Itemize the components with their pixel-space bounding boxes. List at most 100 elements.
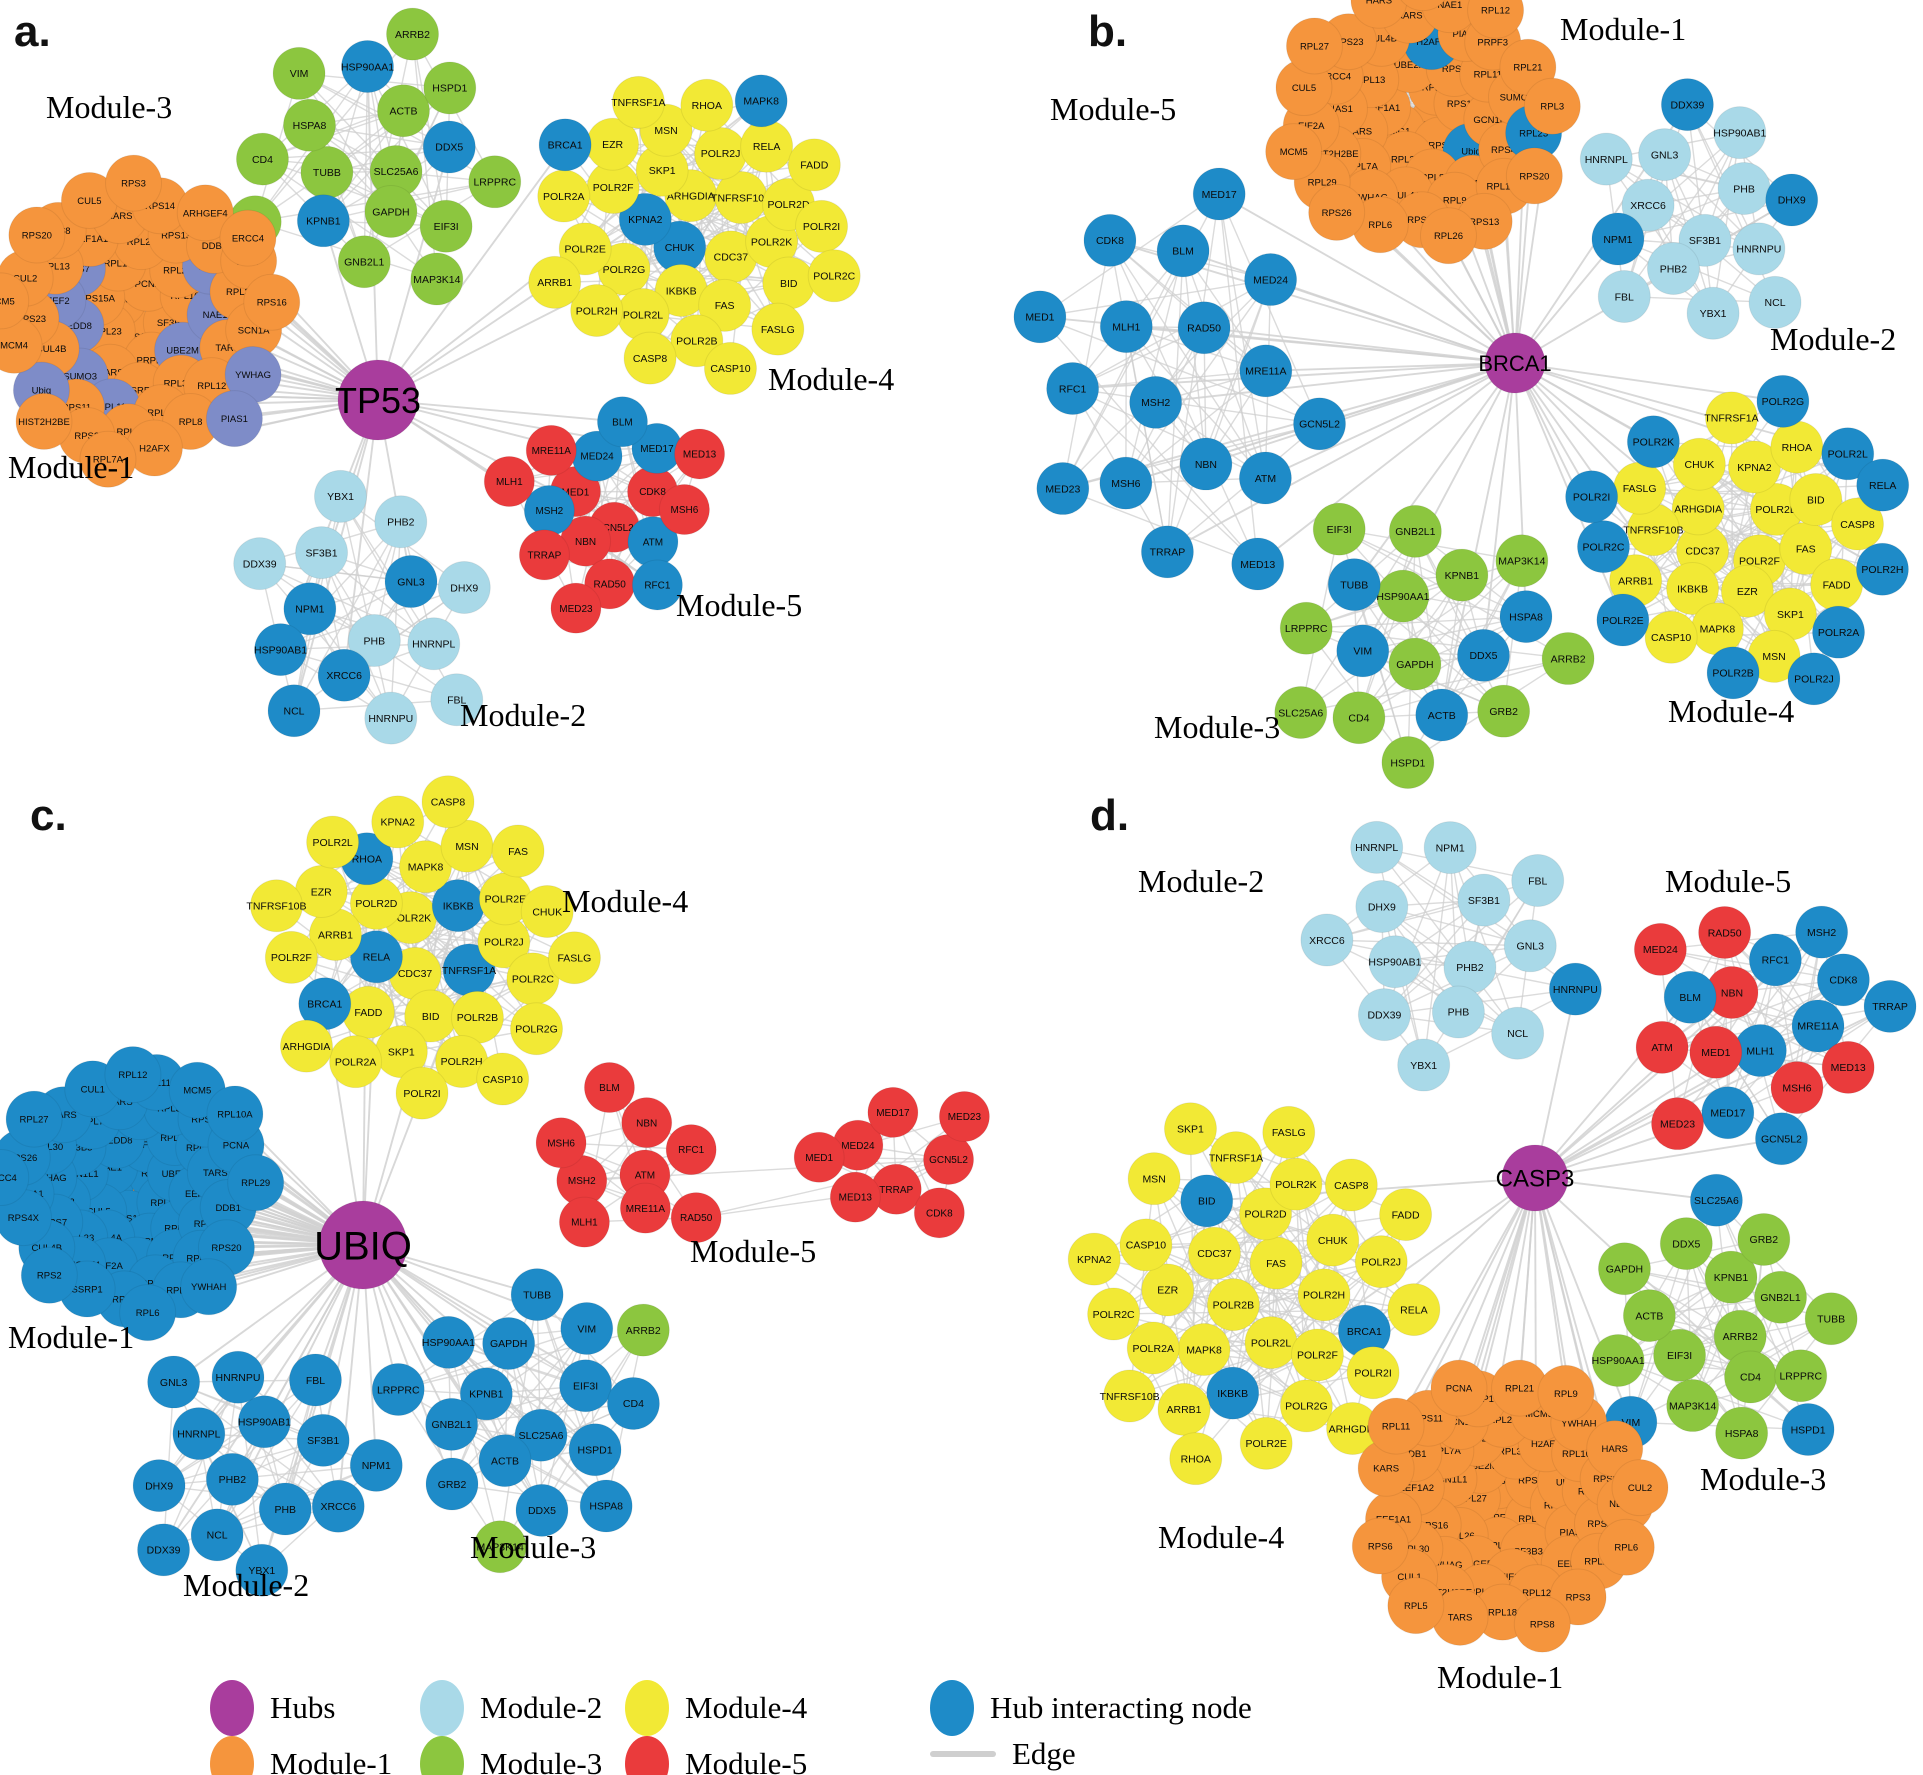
node-CD4 (1724, 1350, 1778, 1404)
node-CHUK (1306, 1213, 1360, 1267)
node-MLH1 (1099, 300, 1153, 354)
node-HSPD1 (423, 61, 477, 115)
node-GAPDH (1388, 637, 1442, 691)
node-ARRB1 (528, 255, 582, 309)
node-NPM1 (1591, 212, 1645, 266)
node-PHB2 (1646, 242, 1700, 296)
edge (623, 268, 789, 284)
node-RPS7 (1400, 0, 1446, 12)
node-DDX5 (422, 120, 476, 174)
node-MED17 (1192, 167, 1246, 221)
node-EZR (1720, 564, 1774, 618)
hub-edge (1166, 362, 1516, 553)
node-GNL3 (1638, 128, 1692, 182)
node-RAD50 (1177, 301, 1231, 355)
node-POLR2I (395, 1066, 449, 1120)
node-FAS (1249, 1236, 1303, 1290)
node-PIAS1 (205, 390, 263, 448)
node-PHB2 (205, 1452, 259, 1506)
node-RAD50 (670, 1192, 722, 1244)
node-ACTB (478, 1434, 532, 1488)
node-TRRAP (1863, 979, 1917, 1033)
edge (1306, 615, 1527, 629)
hub-edge (1155, 362, 1516, 404)
node-RPS20 (8, 206, 66, 264)
node-XRCC6 (317, 648, 371, 702)
node-GAPDH (1597, 1242, 1651, 1296)
node-NCL (1748, 275, 1802, 329)
node-IKBKB (1206, 1366, 1260, 1420)
color-swatch-hub (210, 1680, 254, 1736)
node-FAS (491, 824, 545, 878)
node-ARHGDIA (279, 1019, 333, 1073)
node-POLR2E (558, 222, 612, 276)
node-GNB2L1 (1754, 1270, 1808, 1324)
node-GCN5L2 (1754, 1112, 1808, 1166)
node-SKP1 (1163, 1102, 1217, 1156)
node-TUBB (510, 1268, 564, 1322)
node-ARHGEF4 (176, 184, 234, 242)
node-NCL (190, 1508, 244, 1562)
edge (1062, 487, 1258, 565)
node-RPL29 (227, 1154, 285, 1212)
hub-label-UBIQ: UBIQ (314, 1224, 412, 1268)
node-CASP10 (476, 1052, 530, 1106)
node-RPL9 (1537, 1364, 1595, 1422)
node-POLR2C (1087, 1287, 1141, 1341)
node-CDK8 (1816, 953, 1870, 1007)
node-BID (1789, 473, 1843, 527)
node-DHX9 (437, 561, 491, 615)
legend-item-module-2: Module-2 (420, 1680, 602, 1736)
edge (1166, 279, 1272, 553)
node-HNRNPU (1732, 222, 1786, 276)
node-DDX39 (1357, 988, 1411, 1042)
node-RFC1 (665, 1124, 717, 1176)
node-MSN (1127, 1152, 1181, 1206)
node-MED23 (1651, 1097, 1705, 1151)
node-ARRB2 (386, 7, 440, 61)
node-GRB2 (425, 1457, 479, 1511)
node-MLH1 (483, 455, 535, 507)
node-DDX5 (515, 1483, 569, 1537)
node-MAP3K14 (1666, 1379, 1720, 1433)
module-label-b-m1: Module-1 (1560, 11, 1686, 47)
node-POLR2H (1855, 542, 1909, 596)
color-swatch-m5 (625, 1736, 669, 1775)
edge (1685, 1243, 1802, 1377)
edge (1129, 1214, 1406, 1397)
node-RPL12 (1467, 0, 1525, 39)
edge (1182, 250, 1267, 479)
panel-c-nodes: CDC37POLR2KTNFRSF1ARELAIKBKBBIDPOLR2DPOL… (0, 775, 990, 1597)
node-GNB2L1 (425, 1397, 479, 1451)
hub-edge (343, 399, 379, 676)
node-GNL3 (1503, 919, 1557, 973)
legend-label: Module-4 (685, 1690, 808, 1725)
node-MAP3K14 (410, 252, 464, 306)
node-HSPA8 (1499, 590, 1553, 644)
node-MED13 (1231, 537, 1285, 591)
node-LRPPRC (371, 1362, 425, 1416)
edge (1300, 530, 1416, 713)
module-label-d-m1: Module-1 (1437, 1659, 1563, 1695)
node-RPS6 (1351, 1517, 1409, 1575)
node-PHB2 (1443, 940, 1497, 994)
node-MED23 (938, 1090, 990, 1142)
node-CHUK (520, 885, 574, 939)
edge (1605, 158, 1714, 314)
edge (1338, 528, 1527, 618)
legend-item-module-3: Module-3 (420, 1736, 602, 1775)
node-RPL27 (5, 1090, 63, 1148)
node-CHUK (1672, 437, 1726, 491)
edge (1232, 1261, 1382, 1394)
node-RPS16 (243, 273, 301, 331)
node-POLR2B (1206, 1278, 1260, 1332)
node-MED24 (1633, 922, 1687, 976)
node-TUBB (1327, 558, 1381, 612)
node-GRB2 (1737, 1212, 1791, 1266)
panel-letter-a: a. (14, 7, 51, 56)
node-POLR2A (1812, 605, 1866, 659)
module-label-a-m3: Module-3 (46, 89, 172, 125)
node-RFC1 (1046, 362, 1100, 416)
module-label-c-m1: Module-1 (8, 1319, 134, 1355)
node-LRPPRC (1279, 601, 1333, 655)
